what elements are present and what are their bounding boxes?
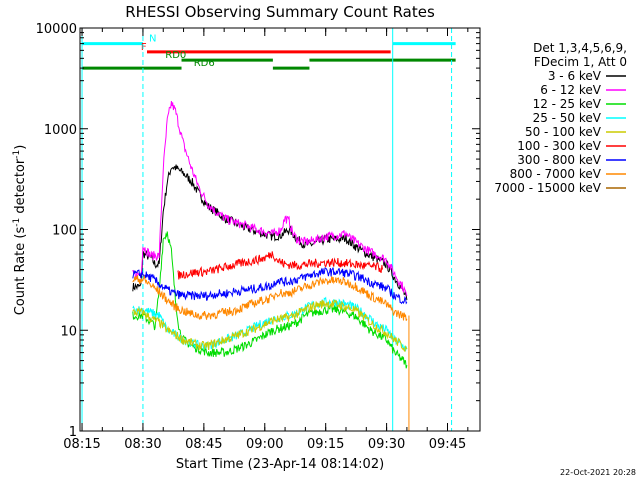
series-line	[132, 101, 408, 296]
legend-label: 3 - 6 keV	[548, 69, 602, 83]
flag-bar-label: N	[149, 34, 156, 45]
y-axis-label-sup: -1	[12, 218, 22, 227]
y-axis-label-part: Count Rate (s	[13, 227, 28, 316]
event-marker-lines	[81, 28, 453, 431]
x-axis: 08:15 08:30 08:45 09:00 09:15 09:30 09:45	[63, 28, 469, 452]
series-line	[132, 299, 408, 353]
flag-bar-label: RD0	[165, 50, 186, 61]
y-axis-label-part: )	[13, 145, 28, 150]
legend-label: 6 - 12 keV	[540, 83, 602, 97]
legend-label: 25 - 50 keV	[533, 111, 602, 125]
legend-label: 800 - 7000 keV	[510, 167, 602, 181]
legend-label: 100 - 300 keV	[517, 139, 601, 153]
y-axis-label-part: detector	[13, 158, 28, 218]
x-tick-label: 09:30	[368, 437, 405, 452]
legend-label: 12 - 25 keV	[533, 97, 602, 111]
plot-frame	[79, 27, 481, 432]
flag-bar-label: F	[141, 42, 147, 53]
x-tick-label: 09:15	[307, 437, 344, 452]
series-line	[132, 274, 408, 321]
legend-label: 300 - 800 keV	[517, 153, 601, 167]
y-axis: 10000 1000 100 10 1	[36, 22, 480, 440]
x-axis-label: Start Time (23-Apr-14 08:14:02)	[176, 457, 384, 472]
y-tick-label: 10000	[36, 22, 77, 37]
count-rate-series	[132, 101, 410, 431]
y-tick-label: 1	[69, 425, 77, 440]
x-tick-label: 09:00	[246, 437, 283, 452]
instrument-flag-bars: NF RD0 RD6	[82, 34, 456, 70]
chart-title: RHESSI Observing Summary Count Rates	[125, 3, 435, 21]
legend-header: FDecim 1, Att 0	[534, 55, 627, 69]
legend-header: Det 1,3,4,5,6,9,	[533, 41, 627, 55]
y-tick-label: 100	[52, 224, 77, 239]
y-tick-label: 10	[60, 324, 77, 339]
series-line	[132, 267, 408, 305]
series-line	[177, 251, 383, 280]
x-tick-label: 08:15	[63, 437, 100, 452]
y-tick-label: 1000	[44, 123, 77, 138]
flag-bar-label: RD6	[194, 58, 215, 69]
x-tick-label: 08:30	[124, 437, 161, 452]
legend-label: 7000 - 15000 keV	[494, 181, 601, 195]
y-axis-label: Count Rate (s-1 detector-1)	[12, 145, 28, 316]
generation-timestamp: 22-Oct-2021 20:28	[560, 468, 636, 477]
x-tick-label: 09:45	[429, 437, 466, 452]
series-line	[132, 231, 408, 369]
y-axis-label-sup: -1	[12, 150, 22, 159]
legend: Det 1,3,4,5,6,9, FDecim 1, Att 0 3 - 6 k…	[494, 41, 627, 195]
x-tick-label: 08:45	[185, 437, 222, 452]
legend-label: 50 - 100 keV	[525, 125, 602, 139]
